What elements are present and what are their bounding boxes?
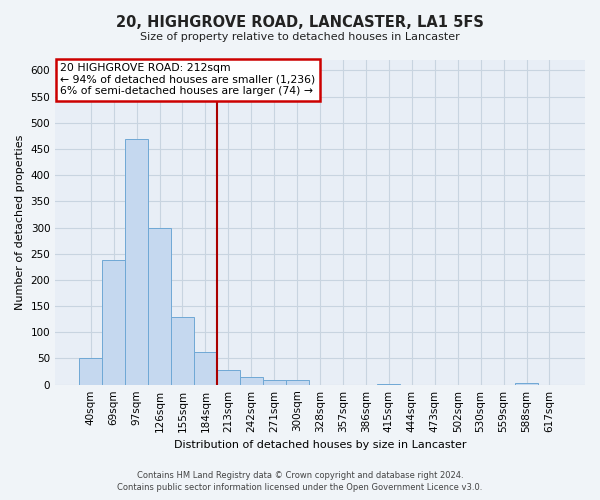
Bar [240, 377, 263, 384]
Bar [79, 358, 102, 384]
Text: 20 HIGHGROVE ROAD: 212sqm
← 94% of detached houses are smaller (1,236)
6% of sem: 20 HIGHGROVE ROAD: 212sqm ← 94% of detac… [61, 63, 316, 96]
Text: 20, HIGHGROVE ROAD, LANCASTER, LA1 5FS: 20, HIGHGROVE ROAD, LANCASTER, LA1 5FS [116, 15, 484, 30]
Bar [125, 138, 148, 384]
Text: Size of property relative to detached houses in Lancaster: Size of property relative to detached ho… [140, 32, 460, 42]
Y-axis label: Number of detached properties: Number of detached properties [15, 134, 25, 310]
Bar [286, 380, 308, 384]
Bar [263, 380, 286, 384]
Bar [194, 352, 217, 384]
Bar [217, 370, 240, 384]
Text: Contains HM Land Registry data © Crown copyright and database right 2024.
Contai: Contains HM Land Registry data © Crown c… [118, 471, 482, 492]
X-axis label: Distribution of detached houses by size in Lancaster: Distribution of detached houses by size … [174, 440, 466, 450]
Bar [171, 316, 194, 384]
Bar [515, 383, 538, 384]
Bar [148, 228, 171, 384]
Bar [102, 260, 125, 384]
